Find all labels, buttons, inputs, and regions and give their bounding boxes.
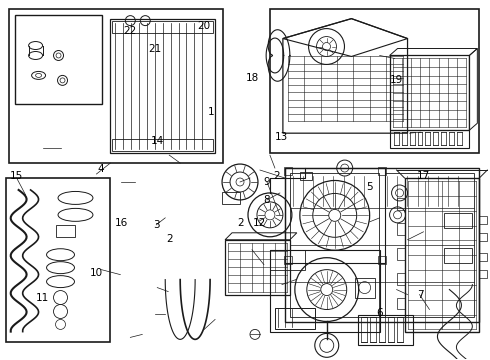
Bar bbox=[378, 256, 386, 264]
Bar bbox=[112, 139, 213, 151]
Bar bbox=[285, 168, 479, 323]
Text: 10: 10 bbox=[89, 268, 102, 278]
Text: 6: 6 bbox=[376, 308, 383, 318]
Bar bbox=[358, 315, 413, 345]
Text: 2: 2 bbox=[166, 234, 172, 244]
Bar bbox=[112, 21, 213, 32]
Bar bbox=[378, 167, 386, 175]
Bar bbox=[390, 55, 469, 130]
Text: 2: 2 bbox=[237, 218, 244, 228]
Text: 16: 16 bbox=[115, 218, 128, 228]
Bar bbox=[396, 223, 405, 235]
Bar bbox=[479, 233, 488, 241]
Text: 13: 13 bbox=[275, 132, 288, 142]
Bar bbox=[396, 298, 405, 310]
Text: 21: 21 bbox=[148, 44, 161, 54]
Text: 4: 4 bbox=[98, 164, 104, 174]
Text: 7: 7 bbox=[417, 290, 424, 300]
Bar bbox=[285, 168, 385, 263]
Bar bbox=[396, 248, 405, 260]
Bar bbox=[479, 253, 488, 261]
Bar bbox=[479, 216, 488, 224]
Text: 14: 14 bbox=[150, 136, 164, 145]
Text: 3: 3 bbox=[153, 220, 159, 230]
Bar bbox=[369, 318, 376, 342]
Bar bbox=[479, 270, 488, 278]
Text: 5: 5 bbox=[367, 182, 373, 192]
Text: 22: 22 bbox=[123, 26, 137, 36]
Bar bbox=[6, 178, 110, 342]
Text: 1: 1 bbox=[207, 107, 214, 117]
Bar bbox=[55, 225, 75, 237]
Bar bbox=[300, 172, 312, 180]
Text: 12: 12 bbox=[253, 218, 266, 228]
Bar bbox=[405, 178, 479, 332]
Bar bbox=[222, 192, 240, 204]
Text: 18: 18 bbox=[245, 73, 259, 83]
Bar bbox=[290, 173, 379, 318]
Bar bbox=[361, 318, 367, 342]
Text: 11: 11 bbox=[36, 293, 49, 303]
Text: 19: 19 bbox=[390, 75, 403, 85]
Bar bbox=[15, 15, 102, 104]
Bar bbox=[110, 19, 215, 153]
Bar bbox=[390, 130, 469, 148]
Text: 2: 2 bbox=[273, 171, 280, 181]
Bar bbox=[275, 307, 315, 329]
Bar bbox=[225, 240, 290, 294]
Bar bbox=[385, 173, 474, 318]
Bar bbox=[284, 256, 292, 264]
Bar bbox=[444, 248, 472, 263]
Bar bbox=[396, 318, 403, 342]
Bar bbox=[270, 9, 479, 153]
Bar bbox=[355, 278, 375, 298]
Bar bbox=[379, 318, 385, 342]
Text: 8: 8 bbox=[264, 195, 270, 205]
Bar bbox=[396, 273, 405, 285]
Bar bbox=[444, 213, 472, 228]
Bar bbox=[396, 198, 405, 210]
Text: 20: 20 bbox=[197, 21, 210, 31]
Bar bbox=[270, 250, 305, 270]
Text: 17: 17 bbox=[416, 171, 430, 181]
Bar bbox=[388, 318, 393, 342]
Text: 9: 9 bbox=[264, 177, 270, 187]
Bar bbox=[9, 9, 223, 163]
Text: 15: 15 bbox=[10, 171, 23, 181]
Bar bbox=[284, 167, 292, 175]
